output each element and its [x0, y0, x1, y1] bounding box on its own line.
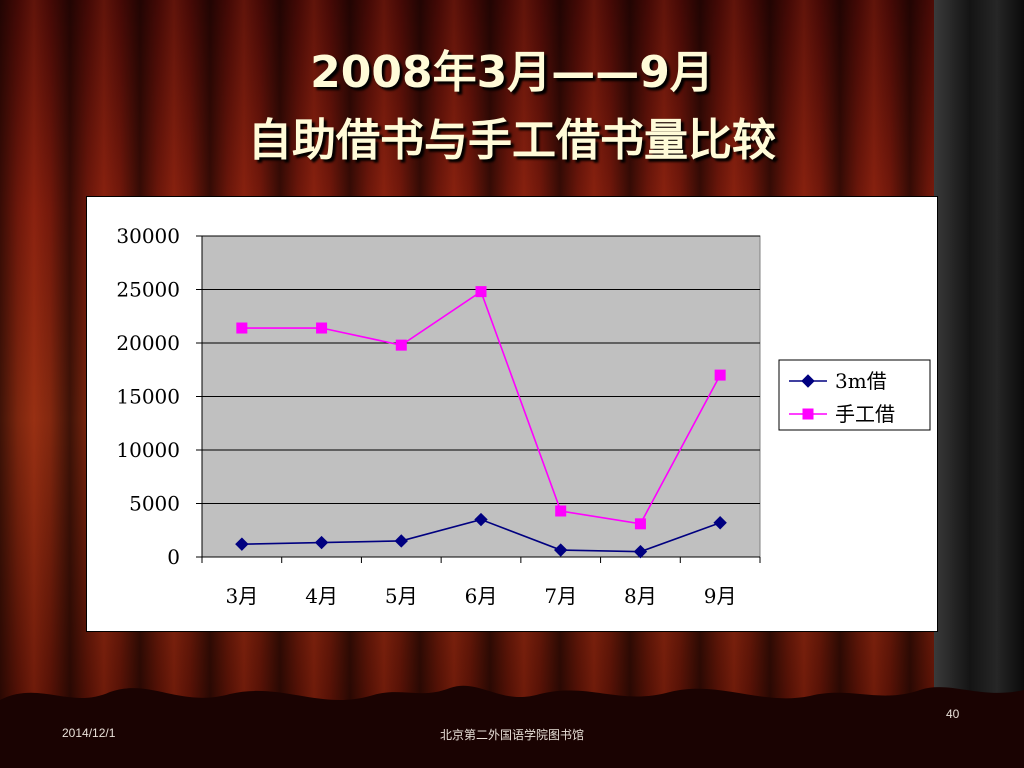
- data-point: [236, 322, 248, 334]
- y-tick-label: 10000: [116, 438, 180, 462]
- data-point: [554, 543, 568, 557]
- gridlines: [202, 235, 760, 504]
- series-lines: [235, 286, 727, 559]
- curtain-fringe: [0, 685, 1024, 730]
- x-tick-label: 5月: [385, 584, 418, 608]
- chart-panel: 0 5000 10000 15000 20000 25000 30000 3月 4月 5月 6月 7…: [86, 196, 938, 632]
- data-point: [316, 322, 328, 334]
- x-tick-label: 9月: [704, 584, 737, 608]
- page-number: 40: [946, 707, 960, 721]
- legend-label: 手工借: [835, 402, 895, 426]
- y-axis-ticks: 0 5000 10000 15000 20000 25000 30000: [116, 224, 203, 569]
- data-point: [634, 518, 646, 530]
- legend-label: 3m借: [835, 369, 887, 393]
- x-axis-ticks: 3月 4月 5月 6月 7月 8月 9月: [201, 556, 761, 608]
- y-tick-label: 20000: [116, 331, 180, 355]
- legend-swatch-marker: [801, 374, 815, 388]
- x-tick-label: 6月: [465, 584, 498, 608]
- x-tick-label: 8月: [624, 584, 657, 608]
- y-tick-label: 15000: [116, 385, 180, 409]
- x-tick-label: 4月: [305, 584, 338, 608]
- data-point: [394, 534, 408, 548]
- data-point: [474, 512, 488, 527]
- data-point: [713, 516, 727, 530]
- data-point: [235, 537, 249, 551]
- data-point: [395, 339, 407, 351]
- curtain-side-drape: [934, 0, 1024, 768]
- y-tick-label: 30000: [116, 224, 180, 248]
- y-tick-label: 5000: [129, 492, 180, 516]
- x-tick-label: 7月: [544, 584, 577, 608]
- data-point: [633, 544, 648, 559]
- data-point: [475, 286, 487, 298]
- y-tick-label: 25000: [116, 278, 180, 302]
- legend-swatch-marker: [802, 408, 814, 420]
- data-point: [555, 505, 567, 517]
- footer-date: 2014/12/1: [62, 726, 116, 740]
- slide-title-line2: 自助借书与手工借书量比较: [248, 115, 776, 166]
- data-point: [314, 535, 329, 550]
- slide-title-line1: 2008年3月——9月: [310, 47, 714, 98]
- data-point: [714, 369, 726, 381]
- y-tick-label: 0: [167, 545, 180, 569]
- x-tick-label: 3月: [225, 584, 258, 608]
- line-chart: 0 5000 10000 15000 20000 25000 30000 3月 4月 5月 6月 7…: [116, 224, 931, 608]
- footer-organization: 北京第二外国语学院图书馆: [439, 728, 584, 742]
